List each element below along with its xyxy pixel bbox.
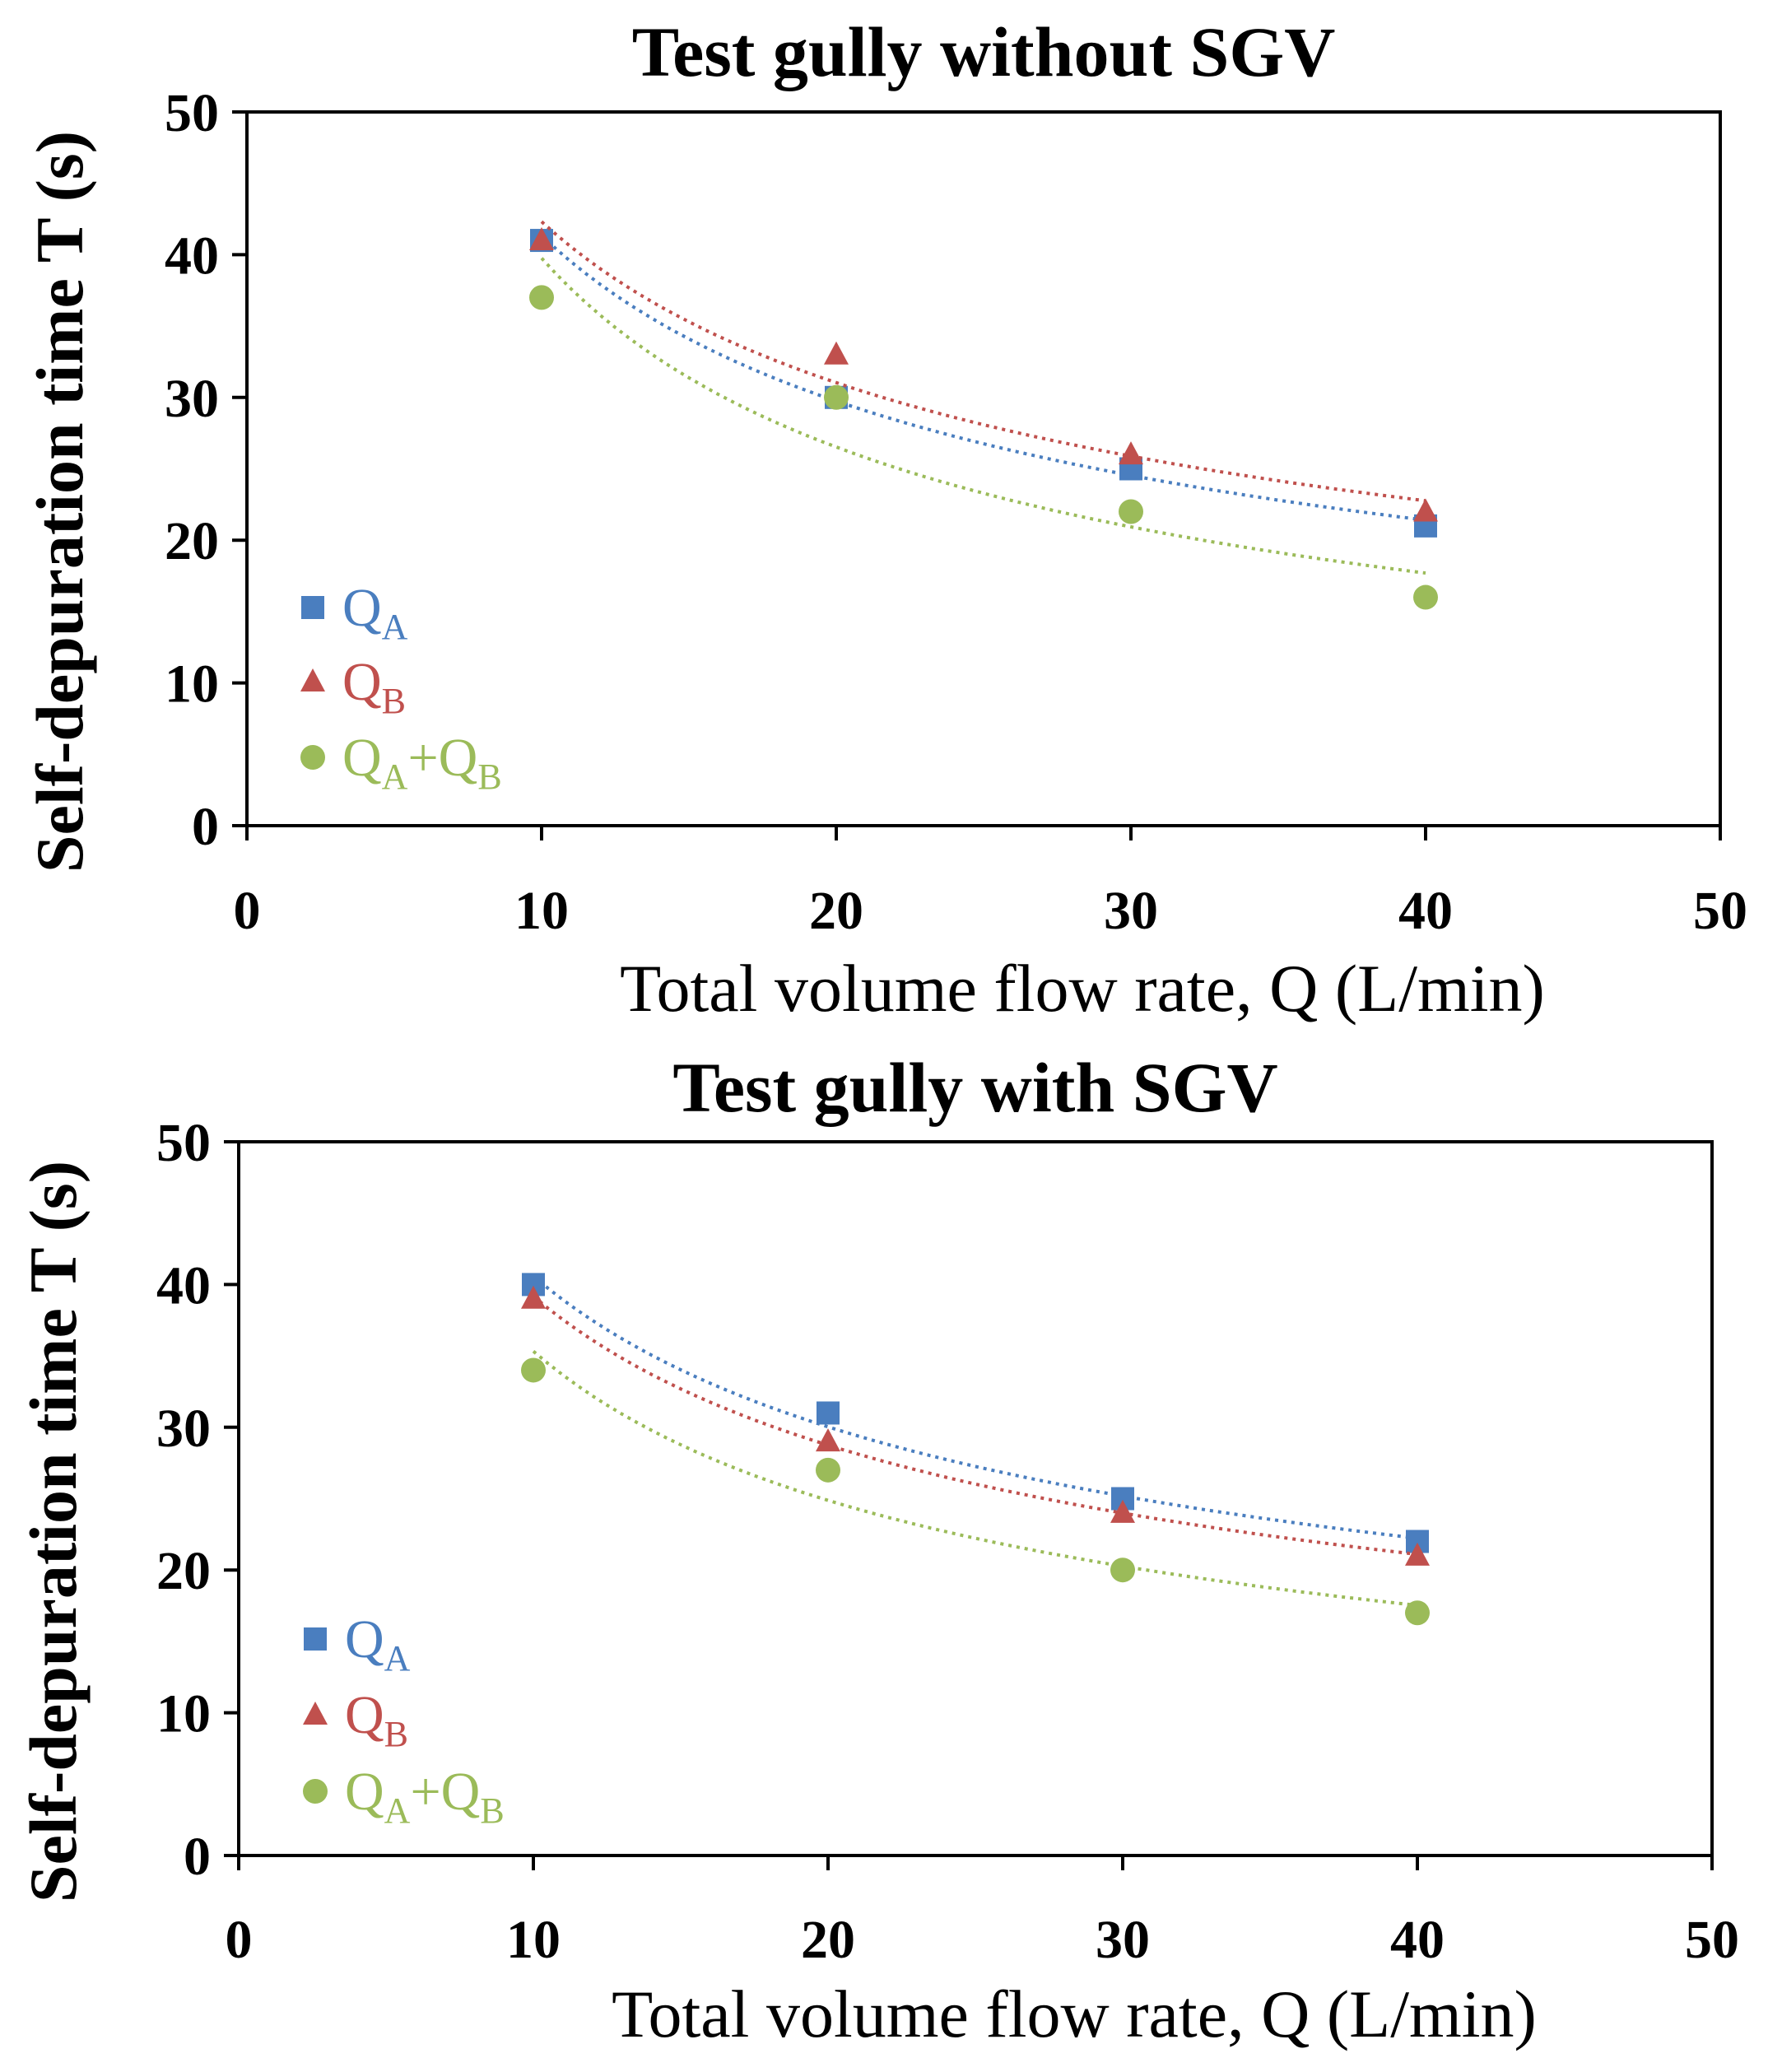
data-point-QB	[1413, 498, 1438, 522]
x-tick-label: 10	[514, 881, 569, 941]
data-point-QA+QB	[816, 1457, 840, 1483]
x-tick-label: 0	[234, 881, 261, 941]
series-QA	[530, 229, 1437, 538]
series-QA	[522, 1273, 1429, 1553]
y-tick-label: 50	[156, 1113, 211, 1173]
x-tick-label: 50	[1693, 881, 1747, 941]
y-axis-label: Self-depuration time T (s)	[22, 131, 97, 873]
y-tick-label: 40	[156, 1255, 211, 1315]
chart-title: Test gully with SGV	[672, 1048, 1277, 1127]
series-QA+QB	[521, 1349, 1430, 1626]
data-point-QA+QB	[529, 285, 554, 310]
y-tick-label: 20	[165, 511, 219, 571]
data-point-QA+QB	[1413, 584, 1438, 610]
chart-panel-1: Test gully without SGV 0 10 20 30 40 50 0 10 20 30…	[22, 12, 1747, 1026]
legend-marker-QB	[300, 668, 325, 691]
x-tick-label: 10	[506, 1910, 561, 1970]
legend-marker-QA	[301, 596, 324, 619]
y-tick-label: 30	[156, 1399, 211, 1459]
y-tick-label: 0	[192, 797, 219, 857]
data-point-QA+QB	[521, 1357, 546, 1383]
y-axis-label: Self-depuration time T (s)	[16, 1161, 91, 1902]
data-point-QB	[529, 227, 554, 251]
y-tick-label: 20	[156, 1541, 211, 1601]
legend-marker-QA+QB	[303, 1779, 328, 1804]
data-point-QA+QB	[1405, 1600, 1430, 1626]
legend-marker-QB	[303, 1702, 328, 1725]
data-point-QB	[1405, 1542, 1430, 1566]
x-tick-label: 50	[1685, 1910, 1739, 1970]
data-point-QA+QB	[1119, 499, 1143, 524]
chart-title: Test gully without SGV	[632, 12, 1336, 91]
legend-entry-QA+QB: QA+QB	[303, 1762, 505, 1831]
plot-area	[245, 110, 1722, 827]
legend-marker-QA+QB	[300, 745, 325, 770]
y-tick-label: 50	[165, 83, 219, 143]
trendline-QA	[532, 1274, 1418, 1540]
y-tick-label: 10	[165, 654, 219, 715]
x-axis-label: Total volume flow rate, Q (L/min)	[612, 1977, 1537, 2051]
legend-label-QA: QA	[342, 578, 408, 647]
trendline-QB	[540, 220, 1426, 503]
x-tick-label: 0	[226, 1910, 253, 1970]
y-tick-label: 10	[156, 1684, 211, 1744]
legend-label-QB: QB	[345, 1685, 408, 1754]
x-axis-label: Total volume flow rate, Q (L/min)	[620, 951, 1545, 1026]
trendline-QA+QB	[540, 257, 1426, 575]
legend-entry-QB: QB	[300, 652, 406, 721]
y-tick-label: 40	[165, 226, 219, 286]
x-tick-label: 30	[1096, 1910, 1150, 1970]
trendline-QB	[532, 1295, 1418, 1557]
trendline-QA+QB	[532, 1349, 1418, 1608]
series-QA+QB	[529, 257, 1438, 610]
series-QB	[529, 220, 1438, 522]
data-point-QB	[521, 1285, 546, 1309]
legend-label-QB: QB	[342, 652, 406, 721]
legend-entry-QA: QA	[304, 1609, 411, 1679]
x-tick-label: 40	[1398, 881, 1453, 941]
x-tick-label: 40	[1390, 1910, 1445, 1970]
y-tick-label: 0	[184, 1827, 211, 1887]
data-point-QB	[1119, 441, 1143, 465]
x-tick-label: 20	[809, 881, 863, 941]
legend-label-QA: QA	[345, 1609, 411, 1679]
legend-marker-QA	[304, 1627, 327, 1651]
x-tick-label: 20	[801, 1910, 855, 1970]
data-point-QA+QB	[1110, 1557, 1135, 1583]
legend-label-QA+QB: QA+QB	[342, 728, 502, 797]
data-point-QA	[817, 1401, 840, 1425]
legend-entry-QA+QB: QA+QB	[300, 728, 502, 797]
trendline-QA	[540, 234, 1426, 522]
legend-label-QA+QB: QA+QB	[345, 1762, 505, 1831]
legend-entry-QB: QB	[303, 1685, 408, 1754]
legend-entry-QA: QA	[301, 578, 408, 647]
data-point-QB	[1110, 1499, 1135, 1523]
data-point-QB	[816, 1428, 840, 1452]
chart-panel-2: Test gully with SGV 0 10 20 30 40 50 0 10 20 30 40 5…	[16, 1048, 1739, 2051]
plot-area	[237, 1140, 1714, 1857]
series-QB	[521, 1285, 1430, 1566]
y-tick-label: 30	[165, 369, 219, 429]
data-point-QA+QB	[824, 384, 849, 410]
x-tick-label: 30	[1104, 881, 1158, 941]
data-point-QB	[824, 341, 849, 365]
